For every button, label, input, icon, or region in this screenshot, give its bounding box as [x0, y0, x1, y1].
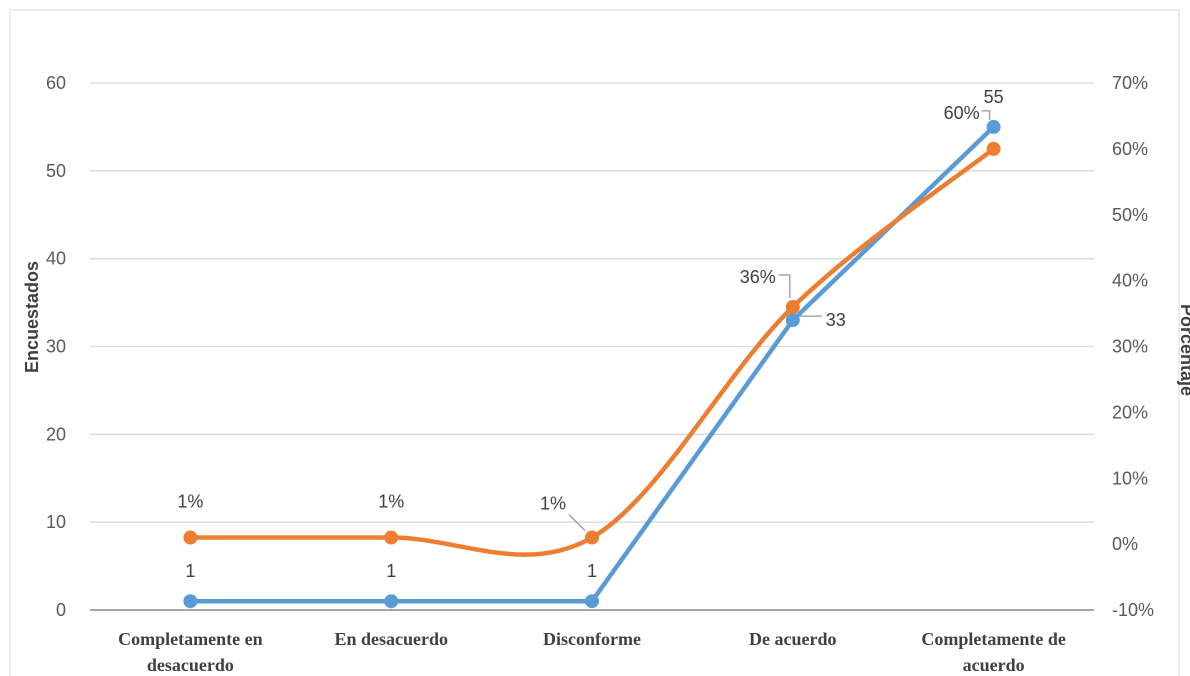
left-tick-label: 10: [46, 512, 66, 532]
data-label: 36%: [740, 267, 776, 287]
data-point: [986, 141, 1001, 156]
category-label-line: De acuerdo: [749, 629, 836, 649]
left-tick-label: 60: [46, 73, 66, 93]
data-label: 33: [826, 310, 846, 330]
right-tick-label: 50%: [1112, 205, 1148, 225]
right-tick-label: 10%: [1112, 468, 1148, 488]
data-point: [384, 594, 399, 609]
leader-line: [568, 514, 586, 532]
data-point: [384, 530, 399, 545]
y-axis-title: Encuestados: [22, 261, 42, 373]
category-label-line: Completamente de: [921, 629, 1065, 649]
data-label: 1: [386, 561, 396, 581]
category-label-line: Disconforme: [543, 629, 641, 649]
category-label-line: Completamente en: [118, 629, 262, 649]
right-tick-label: 20%: [1112, 402, 1148, 422]
data-label: 1%: [177, 492, 203, 512]
right-tick-label: 70%: [1112, 73, 1148, 93]
right-tick-label: 40%: [1112, 271, 1148, 291]
category-label-line: desacuerdo: [147, 655, 234, 675]
gridlines: [90, 82, 1094, 611]
left-tick-label: 30: [46, 337, 66, 357]
data-point: [986, 119, 1001, 134]
data-point: [183, 530, 198, 545]
series: [183, 119, 1001, 609]
data-label: 1%: [378, 492, 404, 512]
right-tick-label: -10%: [1112, 600, 1154, 620]
left-tick-label: 40: [46, 249, 66, 269]
data-label: 1: [587, 561, 597, 581]
data-point: [785, 313, 800, 328]
category-label: En desacuerdo: [334, 629, 448, 649]
category-label: Completamente de acuerdo: [921, 629, 1065, 675]
y2-axis-title: Porcentaje: [1177, 304, 1190, 396]
left-tick-label: 0: [56, 600, 66, 620]
leader-line: [981, 110, 991, 120]
category-label-line: En desacuerdo: [334, 629, 448, 649]
data-point: [785, 299, 800, 314]
left-tick-label: 20: [46, 424, 66, 444]
right-tick-label: 30%: [1112, 337, 1148, 357]
data-label: 55: [984, 87, 1004, 107]
data-label: 1: [185, 561, 195, 581]
category-label: Disconforme: [543, 629, 641, 649]
leader-line: [778, 274, 791, 298]
category-label: Completamente en desacuerdo: [118, 629, 262, 675]
chart-border: [9, 9, 1180, 676]
right-tick-label: 0%: [1112, 534, 1138, 554]
category-axis: Completamente en desacuerdo En desacuerdo D…: [118, 629, 1066, 675]
series-line: [190, 147, 995, 557]
category-label-line: acuerdo: [963, 655, 1025, 675]
right-tick-label: 60%: [1112, 139, 1148, 159]
data-point: [585, 594, 599, 609]
left-tick-label: 50: [46, 161, 66, 181]
left-axis-ticks: 0 10 20 30 40 50 60: [46, 73, 66, 620]
data-point: [585, 530, 599, 545]
series-line: [190, 125, 996, 604]
right-axis-ticks: -10% 0% 10% 20% 30% 40% 50% 60% 70%: [1112, 73, 1154, 620]
data-point: [183, 594, 198, 609]
category-label: De acuerdo: [749, 629, 836, 649]
data-label: 1%: [540, 494, 566, 514]
data-label: 60%: [944, 103, 980, 123]
